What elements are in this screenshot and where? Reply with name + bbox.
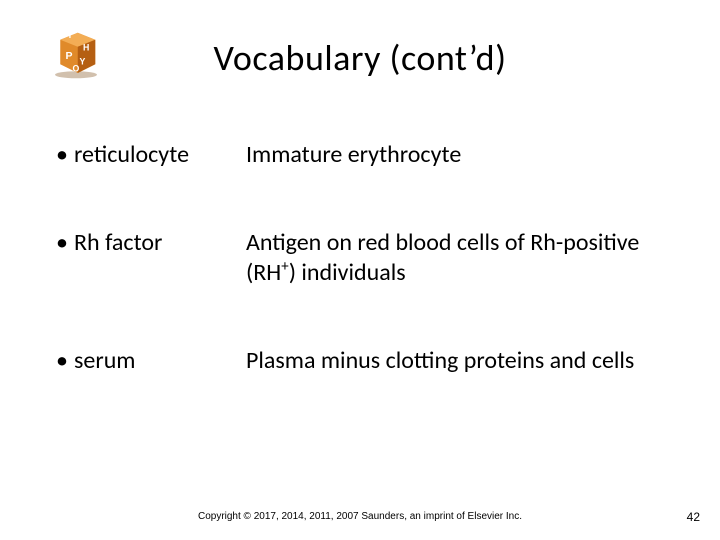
term-col: • Rh factor bbox=[56, 228, 246, 258]
term-text: reticulocyte bbox=[74, 140, 189, 170]
definition-text: Plasma minus clotting proteins and cells bbox=[246, 346, 680, 376]
vocab-row: • Rh factor Antigen on red blood cells o… bbox=[56, 228, 680, 288]
slide: T P H Y O Vocabulary (cont’d) • reticulo… bbox=[0, 0, 720, 540]
term-col: • serum bbox=[56, 346, 246, 376]
title-row: Vocabulary (cont’d) bbox=[0, 36, 720, 80]
bullet-icon: • bbox=[56, 228, 74, 258]
term-col: • reticulocyte bbox=[56, 140, 246, 170]
bullet-icon: • bbox=[56, 140, 74, 170]
vocab-list: • reticulocyte Immature erythrocyte • Rh… bbox=[56, 140, 680, 434]
page-title: Vocabulary (cont’d) bbox=[0, 36, 720, 80]
definition-text: Antigen on red blood cells of Rh-positiv… bbox=[246, 228, 680, 288]
vocab-row: • reticulocyte Immature erythrocyte bbox=[56, 140, 680, 170]
copyright-footer: Copyright © 2017, 2014, 2011, 2007 Saund… bbox=[0, 511, 720, 522]
term-text: serum bbox=[74, 346, 135, 376]
term-text: Rh factor bbox=[74, 228, 162, 258]
page-number: 42 bbox=[687, 510, 700, 524]
definition-text: Immature erythrocyte bbox=[246, 140, 680, 170]
bullet-icon: • bbox=[56, 346, 74, 376]
vocab-row: • serum Plasma minus clotting proteins a… bbox=[56, 346, 680, 376]
